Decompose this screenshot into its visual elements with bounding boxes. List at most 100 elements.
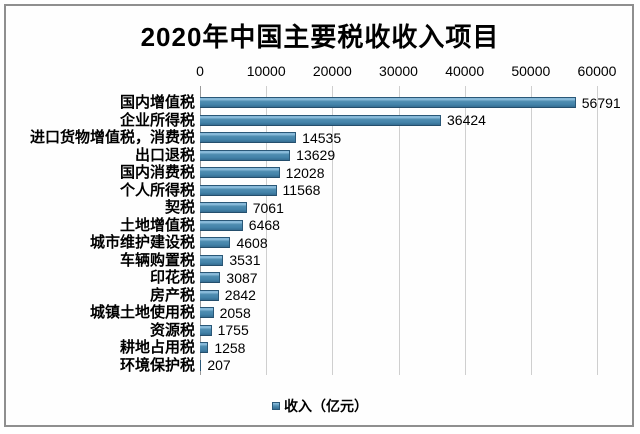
x-tick-label: 60000	[577, 63, 617, 79]
value-label: 13629	[296, 147, 336, 164]
bar-track: 36424	[200, 112, 597, 130]
bar-row: 城市维护建设税 4608	[0, 234, 640, 252]
bar-row: 耕地占用税 1258	[0, 339, 640, 357]
value-label: 4608	[236, 234, 268, 251]
value-label: 56791	[581, 94, 621, 111]
bar-track: 3531	[200, 252, 597, 270]
x-tick-label: 50000	[511, 63, 551, 79]
bar-track: 4608	[200, 234, 597, 252]
category-label: 国内消费税	[119, 164, 195, 181]
bar-row: 国内增值税 56791	[0, 94, 640, 112]
bar	[200, 324, 212, 336]
bar-row: 车辆购置税 3531	[0, 252, 640, 270]
bar-row: 出口退税 13629	[0, 147, 640, 165]
category-label: 耕地占用税	[119, 339, 195, 356]
bar	[200, 289, 219, 301]
bar-track: 6468	[200, 217, 597, 235]
value-label: 3087	[226, 269, 258, 286]
category-label: 出口退税	[134, 146, 195, 164]
gridline	[332, 86, 334, 375]
bar	[200, 359, 202, 371]
bar	[200, 237, 231, 249]
category-label: 房产税	[149, 286, 195, 304]
category-label: 印花税	[149, 269, 195, 286]
category-label: 国内增值税	[119, 94, 195, 111]
bar-track: 1755	[200, 322, 597, 340]
bar	[200, 167, 280, 179]
category-label: 城镇土地使用税	[89, 304, 195, 321]
bar	[200, 272, 221, 284]
value-label: 7061	[252, 199, 284, 216]
gridline	[266, 86, 268, 375]
bar	[200, 342, 209, 354]
bar	[200, 184, 277, 196]
bar	[200, 254, 224, 266]
bar-track: 12028	[200, 164, 597, 182]
bar-row: 进口货物增值税，消费税 14535	[0, 129, 640, 147]
gridline	[597, 86, 598, 375]
bar	[200, 114, 441, 126]
bar	[200, 202, 247, 214]
category-label: 土地增值税	[119, 216, 195, 234]
value-label: 14535	[302, 129, 342, 146]
x-tick-label: 40000	[445, 63, 485, 79]
category-label: 资源税	[149, 321, 195, 339]
value-label: 12028	[285, 164, 325, 181]
value-label: 2842	[224, 287, 256, 304]
bar-row: 房产税 2842	[0, 287, 640, 305]
bar	[200, 132, 297, 144]
category-label: 城市维护建设税	[89, 234, 195, 251]
x-tick-label: 30000	[379, 63, 418, 79]
bar	[200, 307, 214, 319]
value-label: 207	[207, 357, 231, 374]
category-label: 环境保护税	[119, 356, 195, 374]
bar-row: 环境保护税 207	[0, 357, 640, 375]
bar-track: 1258	[200, 339, 597, 357]
bar-row: 国内消费税 12028	[0, 164, 640, 182]
value-label: 11568	[282, 182, 321, 199]
bar-row: 契税 7061	[0, 199, 640, 217]
x-tick-label: 0	[196, 63, 204, 79]
bar	[200, 149, 291, 161]
category-label: 企业所得税	[119, 111, 195, 129]
legend-marker-icon	[272, 402, 280, 410]
bar-row: 企业所得税 36424	[0, 112, 640, 130]
bar-track: 2842	[200, 287, 597, 305]
category-label: 进口货物增值税，消费税	[29, 129, 195, 146]
value-label: 3531	[229, 252, 261, 269]
chart-title: 2020年中国主要税收收入项目	[140, 22, 500, 52]
bar-track: 13629	[200, 147, 597, 165]
legend-label: 收入（亿元）	[284, 398, 368, 414]
value-label: 1755	[217, 322, 249, 339]
category-label: 车辆购置税	[119, 251, 195, 269]
category-label: 契税	[164, 199, 195, 216]
value-label: 2058	[219, 304, 251, 321]
value-label: 1258	[214, 339, 246, 356]
bar-row: 资源税 1755	[0, 322, 640, 340]
bar-row: 土地增值税 6468	[0, 217, 640, 235]
chart-frame	[4, 4, 634, 427]
x-tick-label: 20000	[312, 63, 352, 79]
gridline	[398, 86, 400, 375]
bar-row: 个人所得税 11568	[0, 182, 640, 200]
bar-track: 7061	[200, 199, 597, 217]
x-axis: 0 10000 20000 30000 40000 50000 60000	[196, 63, 616, 81]
category-label: 个人所得税	[119, 181, 195, 199]
bar-row: 城镇土地使用税 2058	[0, 304, 640, 322]
bar-track: 2058	[200, 304, 597, 322]
gridline	[464, 86, 466, 375]
bar-track: 11568	[200, 182, 597, 200]
value-label: 36424	[447, 112, 486, 129]
bar-track: 56791	[200, 94, 621, 112]
bar-track: 14535	[200, 129, 597, 147]
bar	[200, 97, 576, 109]
bar	[200, 219, 243, 231]
bar-row: 印花税 3087	[0, 269, 640, 287]
bar-rows: 国内增值税 56791 企业所得税 36424 进口货物增值税，消费税 14535 出口退税…	[0, 94, 640, 374]
gridline	[530, 86, 532, 375]
legend: 收入（亿元）	[0, 396, 640, 416]
x-tick-label: 10000	[246, 63, 286, 79]
value-label: 6468	[248, 217, 280, 234]
bar-track: 207	[200, 357, 597, 375]
bar-track: 3087	[200, 269, 597, 287]
